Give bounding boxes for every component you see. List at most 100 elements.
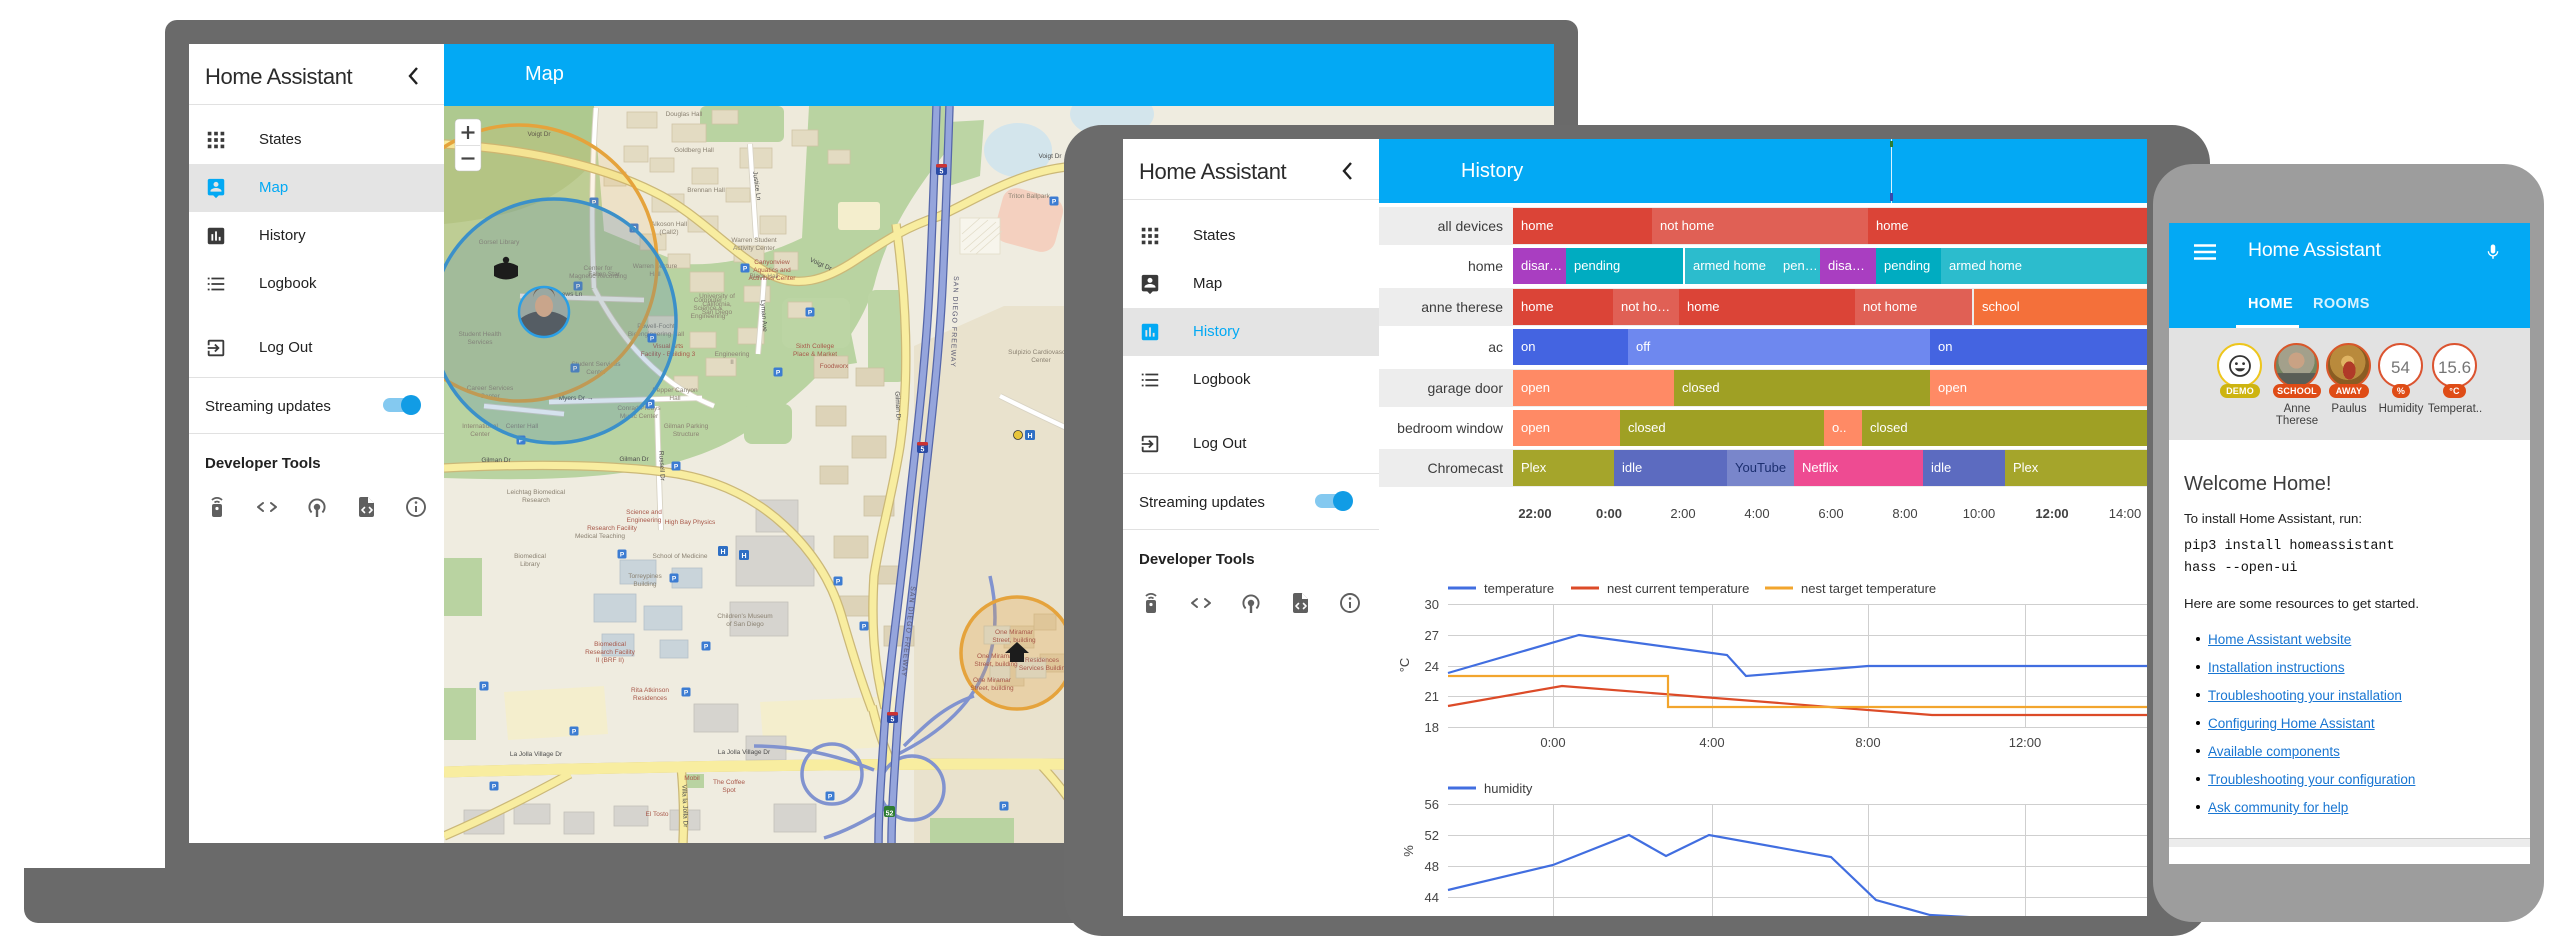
svg-text:Canyonview: Canyonview (754, 259, 790, 266)
svg-text:30: 30 (1425, 597, 1439, 612)
svg-text:P: P (648, 402, 653, 409)
svg-text:24: 24 (1425, 659, 1439, 674)
svg-text:°C: °C (1397, 658, 1412, 673)
svg-text:La Jolla Village Dr: La Jolla Village Dr (510, 751, 563, 758)
svg-text:Warren Lecture: Warren Lecture (633, 263, 678, 270)
svg-text:Center for: Center for (584, 265, 614, 272)
svg-text:Engineering: Engineering (627, 517, 662, 524)
svg-text:4:00: 4:00 (1744, 506, 1769, 521)
svg-text:El Tosto: El Tosto (645, 811, 668, 818)
svg-text:One Miramar: One Miramar (973, 677, 1012, 684)
svg-text:Goldberg Hall: Goldberg Hall (674, 147, 714, 154)
svg-text:Biomedical: Biomedical (594, 641, 626, 648)
svg-text:Sulpizio Cardiovascula: Sulpizio Cardiovascula (1008, 349, 1074, 356)
svg-text:Brennan Hall: Brennan Hall (687, 187, 725, 194)
svg-text:Triton Ballpark: Triton Ballpark (1008, 193, 1050, 200)
svg-text:Foodworx: Foodworx (820, 363, 849, 370)
svg-text:Lyman Ave: Lyman Ave (759, 300, 768, 333)
svg-text:California,: California, (702, 301, 731, 308)
svg-text:Gilman Dr: Gilman Dr (893, 391, 902, 421)
svg-text:School of Medicine: School of Medicine (653, 553, 708, 560)
svg-text:H: H (1027, 433, 1032, 440)
svg-text:Voigt Dr: Voigt Dr (527, 131, 551, 138)
svg-text:Spot: Spot (722, 787, 736, 794)
svg-text:Leichtag Biomedical: Leichtag Biomedical (507, 489, 566, 496)
svg-text:Center Hall: Center Hall (506, 423, 539, 430)
svg-text:P: P (684, 690, 689, 697)
svg-text:Residences: Residences (633, 695, 668, 702)
svg-text:Voigt Dr: Voigt Dr (1038, 153, 1062, 160)
svg-text:Services Buildin: Services Buildin (1019, 665, 1066, 672)
svg-text:of San Diego: of San Diego (726, 621, 764, 628)
svg-text:H: H (741, 553, 746, 560)
svg-text:Research Facility: Research Facility (587, 525, 638, 532)
svg-text:Powell-Focht: Powell-Focht (637, 323, 675, 330)
svg-text:P: P (704, 644, 709, 651)
svg-text:Biomedical: Biomedical (514, 553, 546, 560)
svg-text:One Miramar: One Miramar (977, 653, 1016, 660)
svg-text:5: 5 (921, 447, 925, 454)
svg-text:Center: Center (586, 369, 606, 376)
svg-text:Music Center: Music Center (620, 413, 659, 420)
svg-text:Matthews Ln: Matthews Ln (546, 291, 583, 298)
svg-text:Magnetic Recording: Magnetic Recording (569, 273, 627, 280)
svg-text:0:00: 0:00 (1596, 506, 1622, 521)
svg-text:Student Health: Student Health (458, 331, 501, 338)
svg-text:temperature: temperature (1484, 581, 1554, 596)
svg-text:P: P (743, 266, 748, 273)
svg-text:P: P (620, 552, 625, 559)
svg-text:22:00: 22:00 (1518, 506, 1551, 521)
svg-text:18: 18 (1425, 720, 1439, 735)
svg-text:P: P (519, 438, 524, 445)
svg-text:The Coffee: The Coffee (713, 779, 745, 786)
svg-text:Library: Library (520, 561, 541, 568)
svg-text:P: P (576, 284, 581, 291)
svg-text:P: P (482, 684, 487, 691)
svg-text:Torreypines: Torreypines (628, 573, 662, 580)
svg-text:Computer: Computer (694, 297, 723, 304)
svg-text:P: P (776, 370, 781, 377)
svg-text:8:00: 8:00 (1892, 506, 1917, 521)
svg-text:Services: Services (468, 339, 494, 346)
svg-text:Gorsel Library: Gorsel Library (479, 239, 521, 246)
svg-text:Activity Center: Activity Center (733, 245, 776, 252)
svg-text:Street, building: Street, building (974, 661, 1018, 668)
svg-text:Street, building: Street, building (970, 685, 1014, 692)
svg-text:Russell Dr: Russell Dr (657, 451, 666, 482)
svg-text:Activities Center: Activities Center (749, 275, 797, 282)
svg-text:12:00: 12:00 (2009, 735, 2042, 750)
svg-text:P: P (672, 576, 677, 583)
svg-text:Medical Teaching: Medical Teaching (575, 533, 625, 540)
svg-text:P: P (572, 729, 577, 736)
svg-text:Douglas Hall: Douglas Hall (666, 111, 703, 118)
svg-text:P: P (828, 794, 833, 801)
svg-text:Alkoson Hall: Alkoson Hall (651, 221, 688, 228)
svg-text:Career Services: Career Services (467, 385, 514, 392)
svg-text:P: P (492, 784, 497, 791)
svg-text:8:00: 8:00 (1855, 735, 1880, 750)
svg-text:Black Hall: Black Hall (750, 273, 779, 280)
svg-text:44: 44 (1425, 890, 1439, 905)
svg-text:Street, building: Street, building (992, 637, 1036, 644)
svg-text:nest current temperature: nest current temperature (1607, 581, 1749, 596)
svg-text:Children's Museum: Children's Museum (717, 613, 772, 620)
svg-text:Gilman Dr: Gilman Dr (619, 456, 649, 463)
svg-text:2:00: 2:00 (1670, 506, 1695, 521)
svg-text:University of: University of (699, 293, 735, 300)
svg-text:4:00: 4:00 (1699, 735, 1724, 750)
svg-text:Villa la Jolla Dr: Villa la Jolla Dr (680, 784, 689, 828)
svg-text:Gilman Dr: Gilman Dr (481, 457, 511, 464)
svg-text:5: 5 (940, 169, 944, 176)
svg-text:Research: Research (522, 497, 550, 504)
svg-text:Structure: Structure (673, 431, 700, 438)
svg-text:Engineering: Engineering (715, 351, 750, 358)
svg-text:II (BRF II): II (BRF II) (596, 657, 624, 664)
svg-text:Myers Dr →: Myers Dr → (559, 395, 594, 402)
svg-text:Justice Ln: Justice Ln (751, 171, 762, 201)
svg-text:SAN DIEGO FREEWAY: SAN DIEGO FREEWAY (949, 276, 959, 368)
svg-text:P: P (1002, 804, 1007, 811)
svg-text:H: H (720, 549, 725, 556)
svg-text:nest target temperature: nest target temperature (1801, 581, 1936, 596)
svg-text:P: P (1052, 199, 1057, 206)
svg-text:Gilman Parking: Gilman Parking (664, 423, 709, 430)
